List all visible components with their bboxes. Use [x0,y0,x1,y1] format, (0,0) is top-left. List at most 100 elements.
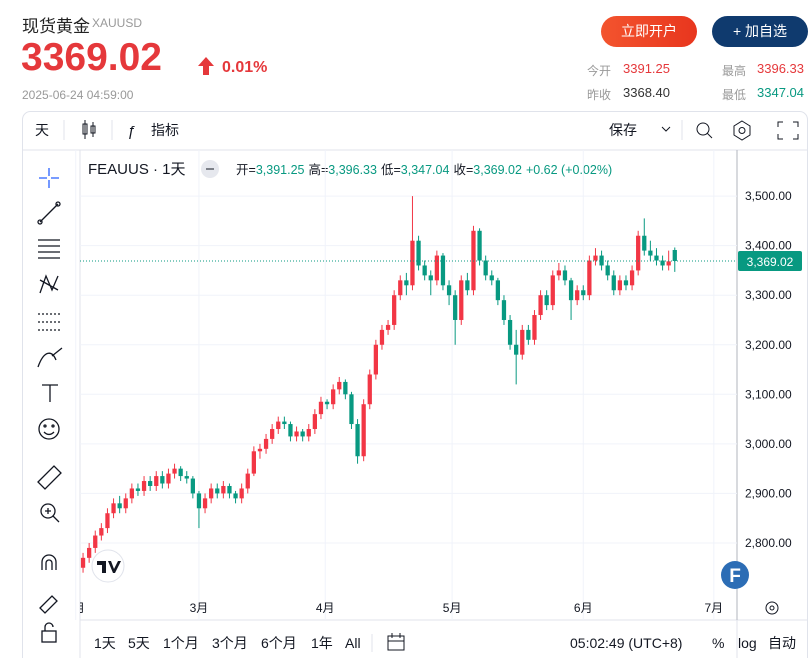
candle-body [172,468,177,474]
candle-body [593,255,598,261]
candle-body [660,260,665,266]
candle-body [215,488,220,494]
candle-body [666,261,671,266]
candle-body [282,421,287,425]
candle-body [501,300,507,320]
stat-value: 3391.25 [623,61,670,76]
candle-body [599,255,604,266]
candle-body [483,260,488,276]
stat-label: 最高 [722,64,747,78]
candle-body [520,329,525,355]
candle-body [465,280,470,291]
candle-body [568,280,574,301]
candle-body [337,381,342,390]
add-watchlist-button[interactable]: + 加自选 [712,16,808,47]
candle-body [99,528,104,536]
instrument-name: 现货黄金 [22,17,90,36]
y-tick-label: 3,300.00 [745,288,792,302]
candle-body [514,344,519,355]
candle-body [154,476,159,486]
candle-body [477,230,482,261]
y-tick-label: 3,200.00 [745,338,792,352]
candle-body [398,280,403,296]
date-range-icon[interactable] [387,633,405,651]
range-button[interactable]: 3个月 [212,635,248,651]
candle-body [227,485,232,494]
candle-body [416,240,421,266]
timestamp: 2025-06-24 04:59:00 [22,88,134,102]
open-account-button[interactable]: 立即开户 [601,16,697,47]
legend-label: 开= [236,163,256,177]
badge [721,561,749,589]
stat-label: 昨收 [587,88,612,102]
candle-body [562,270,568,281]
save-button[interactable]: 保存 [609,122,637,138]
candle-type-icon[interactable] [82,120,96,139]
candle-body [636,235,641,271]
x-ticks: 2月 3月 4月 5月 6月 7月 [66,601,723,615]
candle-body [629,270,635,286]
range-button[interactable]: 5天 [128,635,150,651]
candle-body [617,280,623,291]
stat-label: 今开 [587,64,612,78]
range-button[interactable]: 1天 [94,635,116,651]
candle-body [538,295,543,316]
stat-value: 3347.04 [757,85,804,100]
candle-body [642,235,647,251]
settings-icon[interactable] [733,120,751,141]
x-tick-label: 7月 [704,601,723,615]
candle-body [367,374,372,405]
y-tick-label: 2,800.00 [745,536,792,550]
axis-settings-icon[interactable] [765,601,779,615]
y-tick-label: 3,100.00 [745,387,792,401]
candle-body [343,381,348,395]
range-button[interactable]: 6个月 [261,635,297,651]
range-button[interactable]: All [345,635,361,651]
candle-body [93,535,98,548]
candle-body [550,275,555,306]
candle-body [507,319,513,345]
candle-body [276,421,281,429]
legend-label: 高= [308,162,328,177]
change-percent: 0.01% [222,59,268,76]
range-button[interactable]: 1年 [311,635,333,651]
legend-title: FEAUUS · 1天 [88,161,186,178]
fullscreen-icon[interactable] [777,121,799,140]
y-tick-label: 3,400.00 [745,239,792,253]
candle-body [434,255,440,281]
candle-body [489,275,494,281]
range-button[interactable]: 1个月 [163,635,199,651]
dropdown-icon[interactable] [661,126,671,132]
x-tick-label: 2月 [66,601,85,615]
candle-body [312,414,317,429]
legend-value: 3,369.02 [473,163,522,177]
last-price: 3369.02 [21,36,162,79]
interval-button[interactable]: 天 [35,122,49,138]
candle-body [392,295,397,325]
candle-body [251,451,256,474]
candle-body [209,488,214,499]
candle-body [611,275,616,291]
candle-body [404,280,409,286]
stat-value: 3396.33 [757,61,804,76]
legend-label: 低= [381,163,401,177]
log-toggle: log [738,635,757,651]
candle-body [556,270,562,276]
candle-body [141,481,147,491]
percent-toggle: % [712,635,724,651]
candle-body [184,476,189,479]
candle-body [300,431,305,437]
drawing-tools[interactable] [37,168,63,643]
last-price-label: 3,369.02 [747,255,794,269]
candle-body [166,473,171,484]
candle-body [453,295,458,320]
candle-body [605,265,610,276]
candle-body [245,473,250,489]
zoom-icon[interactable] [696,122,710,136]
x-tick-label: 3月 [190,601,209,615]
indicators-button[interactable]: 指标 [151,122,179,138]
candle-body [263,438,269,449]
candle-body [349,394,354,425]
